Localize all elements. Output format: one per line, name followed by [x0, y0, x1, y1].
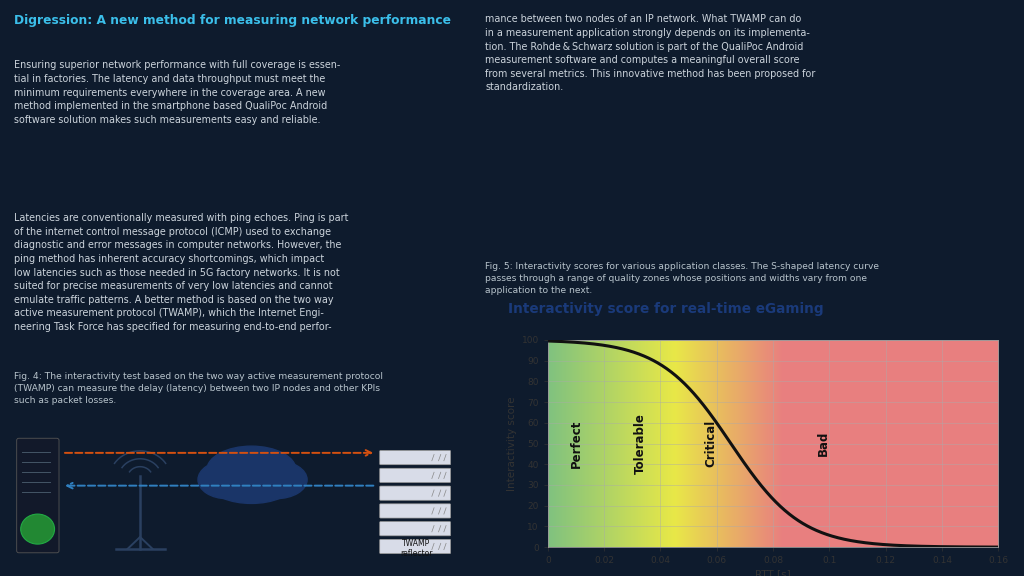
FancyBboxPatch shape: [380, 450, 451, 465]
FancyBboxPatch shape: [16, 438, 59, 553]
Ellipse shape: [245, 461, 307, 499]
Circle shape: [20, 514, 54, 544]
Text: Ensuring superior network performance with full coverage is essen-
tial in facto: Ensuring superior network performance wi…: [14, 60, 341, 125]
Text: Tolerable: Tolerable: [634, 413, 647, 474]
Text: Interactivity score for real-time eGaming: Interactivity score for real-time eGamin…: [508, 301, 824, 316]
Text: Critical: Critical: [705, 420, 718, 467]
Text: Perfect: Perfect: [569, 419, 583, 468]
Ellipse shape: [211, 468, 292, 503]
Y-axis label: Interactivity score: Interactivity score: [508, 396, 517, 491]
Text: mance between two nodes of an IP network. What TWAMP can do
in a measurement app: mance between two nodes of an IP network…: [485, 14, 815, 92]
FancyBboxPatch shape: [380, 468, 451, 483]
X-axis label: RTT [s]: RTT [s]: [756, 570, 791, 576]
Text: Fig. 4: The interactivity test based on the two way active measurement protocol
: Fig. 4: The interactivity test based on …: [14, 372, 383, 405]
Text: TWAMP
reflector: TWAMP reflector: [400, 539, 432, 558]
FancyBboxPatch shape: [380, 504, 451, 518]
FancyBboxPatch shape: [380, 539, 451, 554]
Text: Fig. 5: Interactivity scores for various application classes. The S-shaped laten: Fig. 5: Interactivity scores for various…: [485, 262, 880, 295]
FancyBboxPatch shape: [380, 522, 451, 536]
Text: Latencies are conventionally measured with ping echoes. Ping is part
of the inte: Latencies are conventionally measured wi…: [14, 213, 348, 332]
Ellipse shape: [207, 446, 296, 494]
Text: Bad: Bad: [817, 431, 830, 456]
Ellipse shape: [198, 461, 256, 499]
Text: Digression: A new method for measuring network performance: Digression: A new method for measuring n…: [14, 14, 452, 28]
FancyBboxPatch shape: [380, 486, 451, 501]
